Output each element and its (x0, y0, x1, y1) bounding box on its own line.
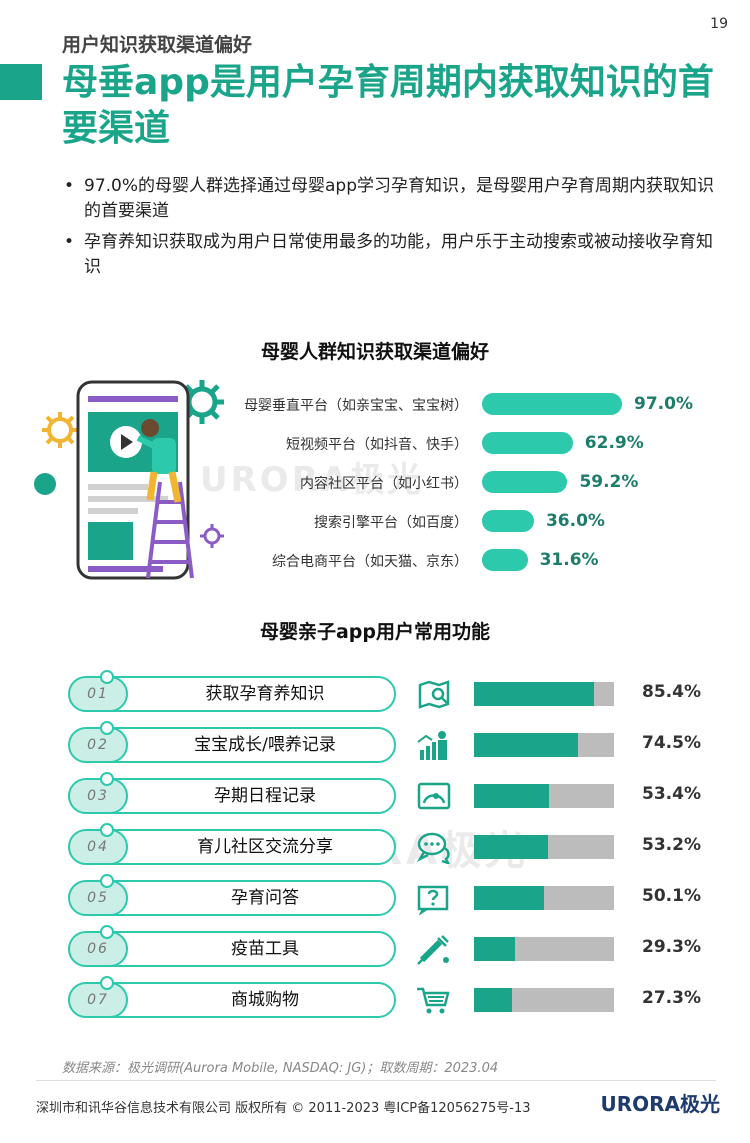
badge-dot-icon (100, 976, 114, 990)
family-growth-icon (417, 731, 447, 760)
channel-value-label: 36.0% (545, 511, 605, 531)
feature-value-label: 53.2% (642, 835, 701, 855)
chat-bubbles-icon (416, 832, 450, 864)
footer-logo: URORA极光 (600, 1092, 720, 1116)
feature-number: 03 (87, 788, 109, 804)
feature-bar (474, 886, 545, 910)
footer-copyright: 深圳市和讯华谷信息技术有限公司 版权所有 © 2011-2023 粤ICP备12… (36, 1101, 531, 1116)
channel-value-label: 97.0% (634, 394, 693, 414)
chart1-title: 母婴人群知识获取渠道偏好 (260, 341, 489, 363)
feature-label: 宝宝成长/喂养记录 (194, 735, 336, 755)
feature-pill (78, 880, 396, 916)
feature-value-label: 50.1% (642, 886, 701, 906)
bullet-text: 97.0%的母婴人群选择通过母婴app学习孕育知识，是母婴用户孕育周期内获取知识… (84, 176, 715, 221)
badge-dot-icon (100, 823, 114, 837)
channel-value-label: 31.6% (539, 550, 599, 570)
channel-value-label: 59.2% (579, 472, 639, 492)
section-label: 用户知识获取渠道偏好 (62, 34, 253, 56)
bullet-dot-icon: • (64, 176, 75, 196)
shopping-cart-icon (417, 987, 450, 1014)
feature-label: 育儿社区交流分享 (197, 837, 333, 857)
chart2-title: 母婴亲子app用户常用功能 (259, 621, 491, 643)
feature-number: 06 (87, 941, 109, 957)
feature-number: 04 (87, 839, 109, 855)
feature-value-label: 85.4% (642, 682, 701, 702)
feature-pill (78, 829, 396, 865)
phone-illustration-icon (34, 380, 224, 580)
feature-number-badge (68, 778, 128, 814)
channel-value-label: 62.9% (584, 433, 644, 453)
feature-bar (474, 988, 513, 1012)
question-card-icon (417, 885, 449, 915)
title-accent-bar (0, 64, 42, 100)
feature-label: 孕育问答 (231, 888, 299, 908)
badge-dot-icon (100, 925, 114, 939)
badge-dot-icon (100, 721, 114, 735)
feature-number: 07 (87, 992, 109, 1008)
feature-number: 02 (87, 737, 109, 753)
feature-bar (474, 733, 579, 757)
source-note: 数据来源：极光调研(Aurora Mobile, NASDAQ: JG)；取数周… (62, 1061, 499, 1076)
page-number: 19 (710, 16, 728, 32)
channel-label: 内容社区平台（如小红书） (300, 476, 468, 492)
bullet-text: 孕育养知识获取成为用户日常使用最多的功能，用户乐于主动搜索或被动接收孕育知识 (84, 232, 713, 277)
channel-label: 综合电商平台（如天猫、京东） (272, 554, 468, 570)
feature-value-label: 27.3% (642, 988, 701, 1008)
badge-dot-icon (100, 772, 114, 786)
channel-bar (482, 432, 573, 454)
feature-number-badge (68, 676, 128, 712)
channel-label: 母婴垂直平台（如亲宝宝、宝宝树） (244, 398, 468, 414)
feature-number-badge (68, 727, 128, 763)
feature-pill (78, 727, 396, 763)
feature-bar (474, 937, 516, 961)
feature-number-badge (68, 982, 128, 1018)
feature-bar (474, 784, 549, 808)
channel-label: 搜索引擎平台（如百度） (314, 515, 468, 531)
feature-label: 商城购物 (231, 990, 299, 1010)
feature-number-badge (68, 880, 128, 916)
bullet-list: • 97.0%的母婴人群选择通过母婴app学习孕育知识，是母婴用户孕育周期内获取知… (62, 174, 722, 286)
feature-number-badge (68, 931, 128, 967)
badge-dot-icon (100, 874, 114, 888)
bullet-dot-icon: • (64, 232, 75, 252)
feature-pill (78, 931, 396, 967)
map-book-icon (418, 680, 450, 709)
feature-label: 疫苗工具 (231, 939, 299, 959)
feature-number: 01 (87, 686, 109, 702)
bullet-item: • 97.0%的母婴人群选择通过母婴app学习孕育知识，是母婴用户孕育周期内获取知… (62, 174, 722, 224)
main-title: 母垂app是用户孕育周期内获取知识的首要渠道 (62, 62, 714, 149)
feature-number: 05 (87, 890, 109, 906)
syringe-icon (417, 935, 449, 965)
footer-divider (36, 1080, 716, 1081)
feature-value-label: 53.4% (642, 784, 701, 804)
channel-bar (482, 471, 568, 493)
badge-dot-icon (100, 670, 114, 684)
feature-pill (78, 982, 396, 1018)
watermark: URORA极光 (200, 460, 425, 500)
feature-label: 获取孕育养知识 (205, 684, 325, 704)
feature-number-badge (68, 829, 128, 865)
channel-bar (482, 549, 528, 571)
feature-bar (474, 682, 594, 706)
feature-value-label: 74.5% (642, 733, 701, 753)
bullet-item: • 孕育养知识获取成为用户日常使用最多的功能，用户乐于主动搜索或被动接收孕育知识 (62, 230, 722, 280)
feature-pill (78, 676, 396, 712)
feature-value-label: 29.3% (642, 937, 701, 957)
feature-bar (474, 835, 549, 859)
channel-bar (482, 393, 622, 415)
channel-label: 短视频平台（如抖音、快手） (286, 437, 468, 453)
ultrasound-icon (417, 782, 451, 810)
channel-bar (482, 510, 534, 532)
feature-label: 孕期日程记录 (214, 786, 316, 806)
